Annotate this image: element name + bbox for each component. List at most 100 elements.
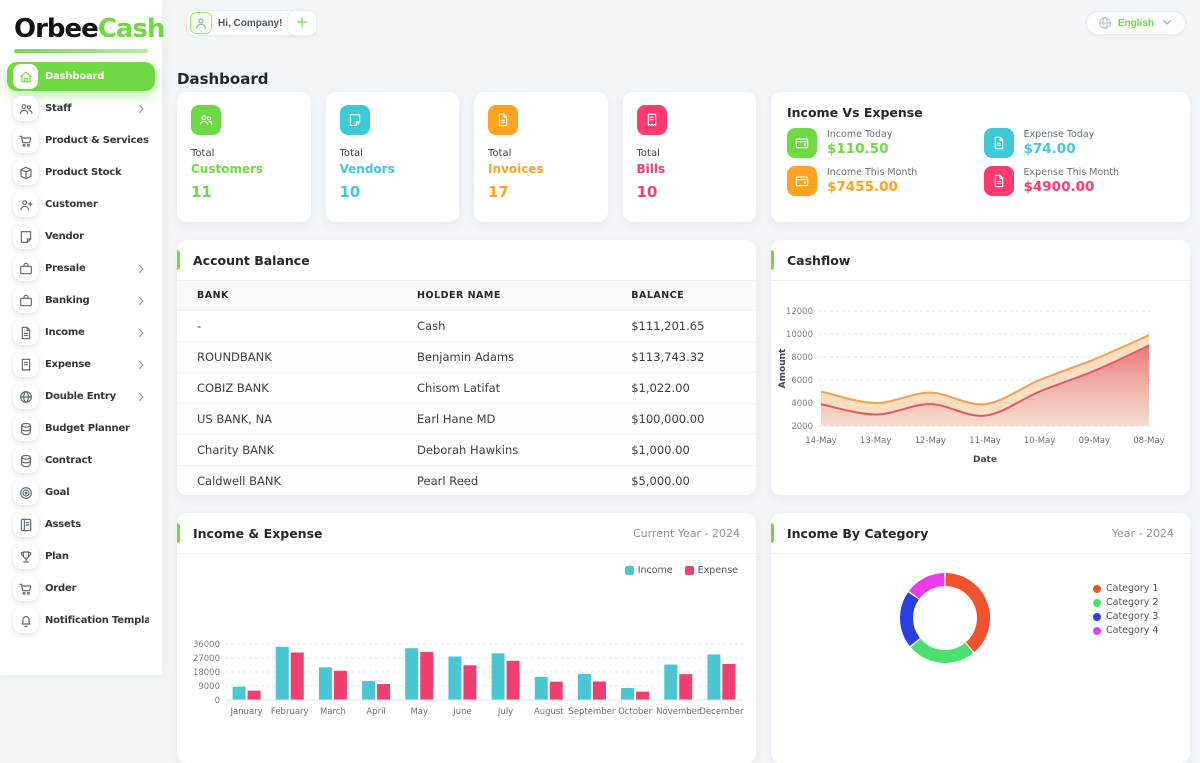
card-header: Cashflow <box>771 240 1190 281</box>
sidebar-item-product-services[interactable]: Product & Services <box>7 126 155 155</box>
table-cell: Cash <box>397 310 612 342</box>
sidebar-item-label: Income <box>45 327 85 338</box>
table-cell: Chisom Latifat <box>397 372 612 404</box>
sidebar-item-budget-planner[interactable]: Budget Planner <box>7 414 155 443</box>
sidebar-nav: Dashboard Staff Product & Services Product … <box>0 62 162 635</box>
sidebar-item-assets[interactable]: Assets <box>7 510 155 539</box>
legend-item: Category 2 <box>1093 597 1158 608</box>
svg-text:27000: 27000 <box>193 654 220 664</box>
coins-icon <box>13 448 38 473</box>
income-vs-expense-tiles: Income Today $110.50 Expense Today $74.00 In… <box>771 124 1190 196</box>
svg-text:8000: 8000 <box>791 353 813 363</box>
svg-text:09-May: 09-May <box>1079 436 1110 446</box>
app-logo: OrbeeCash <box>0 0 166 44</box>
table-row: ROUNDBANK Benjamin Adams $113,743.32 <box>177 341 756 373</box>
ive-tile-income-this-month: Income This Month $7455.00 <box>787 166 978 196</box>
table-cell: - <box>177 310 398 342</box>
file-icon <box>13 320 38 345</box>
stat-caption: Total <box>636 148 660 159</box>
sidebar-item-label: Product & Services <box>45 135 149 146</box>
svg-text:May: May <box>410 707 428 717</box>
chevron-right-icon <box>133 325 149 341</box>
avatar-icon <box>190 12 212 34</box>
note-icon <box>339 105 370 135</box>
svg-text:2000: 2000 <box>791 422 813 432</box>
svg-text:December: December <box>699 707 744 717</box>
legend-dot <box>1093 598 1101 607</box>
svg-text:October: October <box>618 707 653 717</box>
income-vs-expense-card: Income Vs Expense Income Today $110.50 Exp… <box>771 92 1190 222</box>
ive-label: Expense This Month <box>1023 167 1120 178</box>
legend-item: Category 1 <box>1093 583 1158 594</box>
card-header: Income By Category Year - 2024 <box>771 513 1190 554</box>
legend-item: Income <box>624 565 673 576</box>
sidebar-item-double-entry[interactable]: Double Entry <box>7 382 155 411</box>
table-cell: $100,000.00 <box>611 403 756 435</box>
sidebar-item-dashboard[interactable]: Dashboard <box>7 62 155 91</box>
sidebar-item-label: Customer <box>45 199 98 210</box>
income-by-category-donut-chart <box>900 573 990 663</box>
table-row: Charity BANK Deborah Hawkins $1,000.00 <box>177 434 756 466</box>
trophy-icon <box>13 544 38 569</box>
sidebar-item-banking[interactable]: Banking <box>7 286 155 315</box>
stat-value: 10 <box>636 183 658 201</box>
add-workspace-button[interactable] <box>287 10 317 36</box>
table-cell: $113,743.32 <box>611 341 756 373</box>
sidebar-item-label: Presale <box>45 263 86 274</box>
logo-text-secondary: Cash <box>97 14 166 44</box>
svg-text:4000: 4000 <box>791 399 813 409</box>
sidebar-item-plan[interactable]: Plan <box>7 542 155 571</box>
sidebar-item-label: Notification Template <box>45 615 149 626</box>
table-cell: Deborah Hawkins <box>397 434 612 466</box>
card-subtitle: Current Year - 2024 <box>632 526 740 540</box>
cashflow-card: Cashflow 2000 4000 6000 8000 10000 12000 14-Ma… <box>771 240 1190 495</box>
column-header: BALANCE <box>611 281 756 311</box>
company-menu-label: Hi, Company! <box>218 17 283 29</box>
stat-label: Vendors <box>339 162 395 176</box>
chevron-right-icon <box>133 293 149 309</box>
svg-text:February: February <box>271 707 309 717</box>
sidebar-item-contract[interactable]: Contract <box>7 446 155 475</box>
stat-caption: Total <box>488 148 512 159</box>
sidebar-item-notification-template[interactable]: Notification Template <box>7 606 155 635</box>
sidebar-item-staff[interactable]: Staff <box>7 94 155 123</box>
language-selector[interactable]: English <box>1085 11 1186 35</box>
stat-value: 17 <box>488 183 509 201</box>
stat-cards-row: Total Customers 11 Total Vendors 10 Total Invoi… <box>177 92 756 222</box>
ive-label: Income This Month <box>827 167 918 178</box>
sidebar-item-product-stock[interactable]: Product Stock <box>7 158 155 187</box>
sidebar-item-presale[interactable]: Presale <box>7 254 155 283</box>
legend-swatch <box>684 566 694 575</box>
table-cell: Earl Hane MD <box>397 403 612 435</box>
sidebar-item-label: Staff <box>45 103 72 114</box>
notebook-icon <box>13 512 38 537</box>
sidebar-item-income[interactable]: Income <box>7 318 155 347</box>
stat-caption: Total <box>339 148 363 159</box>
sidebar-item-order[interactable]: Order <box>7 574 155 603</box>
account-balance-card: Account Balance BANK HOLDER NAME BALANCE -… <box>177 240 756 495</box>
sidebar-item-label: Assets <box>45 519 81 530</box>
legend-item: Expense <box>684 565 738 576</box>
globe-icon <box>1097 15 1113 31</box>
sidebar-item-label: Goal <box>45 487 70 498</box>
sidebar-item-label: Budget Planner <box>45 423 130 434</box>
svg-text:November: November <box>656 707 701 717</box>
home-icon <box>13 64 38 89</box>
legend-item: Category 4 <box>1093 625 1158 636</box>
note-icon <box>13 224 38 249</box>
legend-item: Category 3 <box>1093 611 1158 622</box>
stat-label: Invoices <box>488 162 544 176</box>
svg-text:June: June <box>452 707 472 717</box>
receipt-icon <box>636 105 667 135</box>
sidebar-item-vendor[interactable]: Vendor <box>7 222 155 251</box>
card-title: Cashflow <box>787 252 851 268</box>
sidebar-item-goal[interactable]: Goal <box>7 478 155 507</box>
globe-icon <box>13 384 38 409</box>
sidebar-item-expense[interactable]: Expense <box>7 350 155 379</box>
legend-dot <box>1093 584 1101 593</box>
sidebar-item-customer[interactable]: Customer <box>7 190 155 219</box>
receipt-icon <box>13 352 38 377</box>
table-row: - Cash $111,201.65 <box>177 310 756 342</box>
coins-icon <box>13 416 38 441</box>
sidebar-item-label: Product Stock <box>45 167 122 178</box>
